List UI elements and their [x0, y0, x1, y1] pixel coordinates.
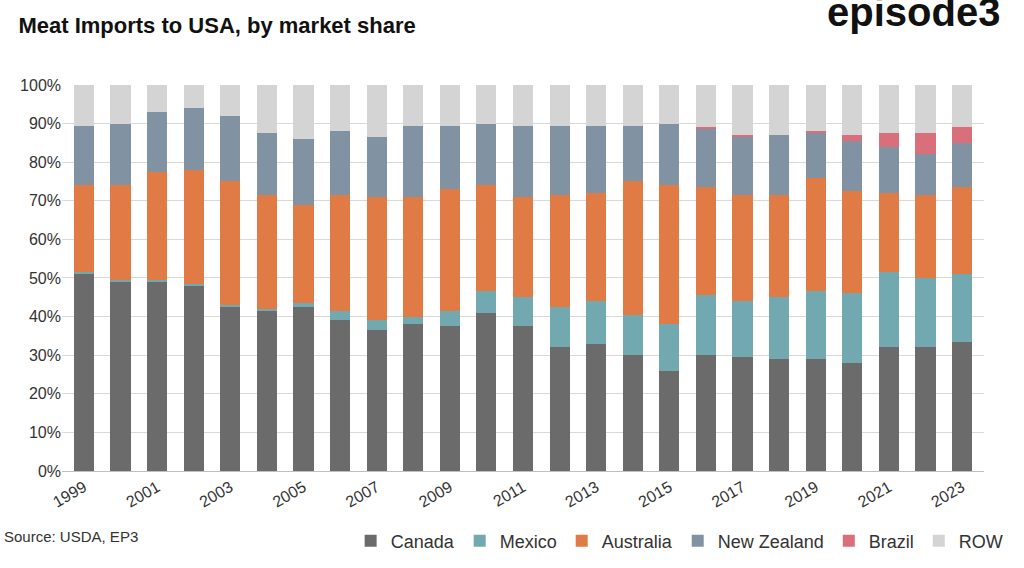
svg-text:60%: 60%: [29, 231, 61, 248]
svg-text:2013: 2013: [562, 478, 601, 511]
svg-text:100%: 100%: [20, 77, 61, 94]
svg-text:episode3: episode3: [827, 0, 1000, 34]
svg-text:1999: 1999: [50, 478, 89, 511]
svg-text:2017: 2017: [709, 478, 748, 511]
svg-text:30%: 30%: [29, 347, 61, 364]
svg-text:90%: 90%: [29, 115, 61, 132]
svg-text:New Zealand: New Zealand: [718, 532, 824, 552]
svg-text:Mexico: Mexico: [500, 532, 557, 552]
svg-text:80%: 80%: [29, 154, 61, 171]
svg-text:Canada: Canada: [391, 532, 455, 552]
svg-text:ROW: ROW: [959, 532, 1003, 552]
svg-text:10%: 10%: [29, 424, 61, 441]
svg-text:2003: 2003: [196, 478, 235, 511]
svg-text:50%: 50%: [29, 270, 61, 287]
svg-text:2023: 2023: [928, 478, 967, 511]
svg-text:2015: 2015: [636, 478, 675, 511]
svg-text:2007: 2007: [343, 478, 382, 511]
svg-text:40%: 40%: [29, 308, 61, 325]
svg-text:2005: 2005: [270, 478, 309, 511]
svg-text:Australia: Australia: [602, 532, 673, 552]
svg-text:2021: 2021: [855, 478, 894, 511]
svg-text:0%: 0%: [38, 463, 61, 480]
svg-text:Brazil: Brazil: [869, 532, 914, 552]
svg-text:2011: 2011: [490, 478, 528, 510]
svg-text:20%: 20%: [29, 385, 61, 402]
svg-text:Meat Imports to USA, by market: Meat Imports to USA, by market share: [18, 13, 415, 38]
svg-text:Source: USDA, EP3: Source: USDA, EP3: [4, 528, 138, 545]
svg-text:70%: 70%: [29, 192, 61, 209]
svg-text:2009: 2009: [416, 478, 455, 511]
svg-text:2001: 2001: [123, 478, 162, 511]
svg-text:2019: 2019: [782, 478, 821, 511]
